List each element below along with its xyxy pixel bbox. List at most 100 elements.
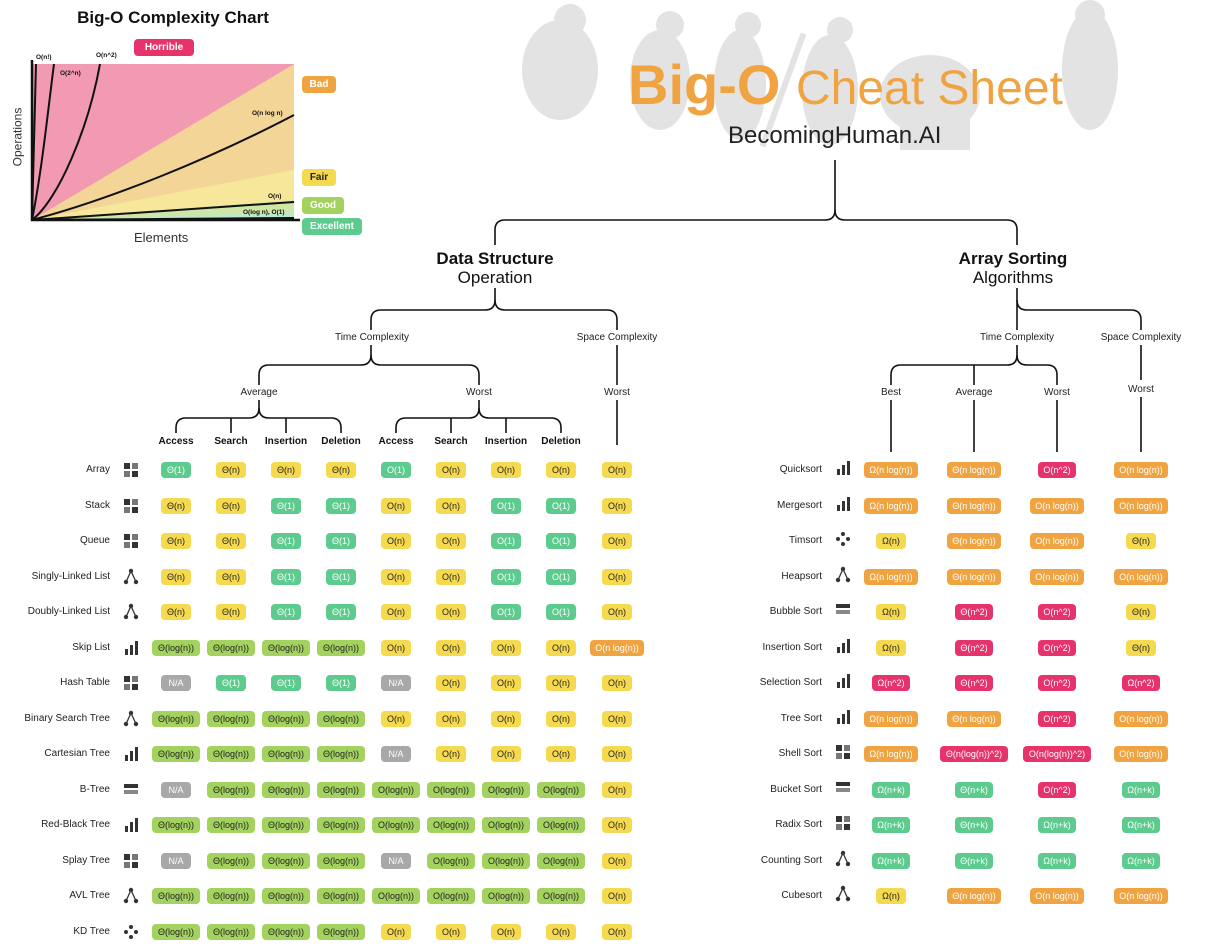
complexity-cell: Ω(n+k) bbox=[1122, 852, 1160, 869]
complexity-cell: O(n) bbox=[491, 462, 521, 478]
complexity-cell: N/A bbox=[381, 852, 411, 869]
complexity-cell: O(n) bbox=[546, 923, 576, 940]
rating-excellent: Excellent bbox=[302, 218, 362, 235]
zone-horrible-fill bbox=[32, 64, 294, 220]
complexity-cell: O(n) bbox=[602, 923, 632, 940]
main-title-light: Cheat Sheet bbox=[795, 62, 1063, 115]
complexity-cell: O(log(n)) bbox=[537, 852, 585, 869]
complexity-cell: N/A bbox=[161, 781, 191, 798]
complexity-cell: Θ(1) bbox=[326, 533, 356, 549]
complexity-cell: Θ(n log(n)) bbox=[947, 888, 1001, 904]
curve-label-n-log-n: O(n log n) bbox=[252, 110, 283, 117]
red-black-tree-icon bbox=[125, 818, 138, 832]
sort-row-label: Heapsort bbox=[781, 570, 822, 582]
complexity-cell: O(log(n)) bbox=[482, 781, 530, 798]
rating-bad: Bad bbox=[302, 76, 336, 93]
complexity-cell: Θ(log(n)) bbox=[317, 710, 365, 727]
complexity-cell: O(n log(n)) bbox=[1114, 497, 1168, 514]
sort-row-label: Insertion Sort bbox=[762, 641, 822, 653]
ds-subtitle: Operation bbox=[457, 268, 533, 287]
complexity-cell: Θ(n) bbox=[161, 568, 191, 585]
complexity-cell: O(n(log(n))^2) bbox=[1023, 746, 1091, 762]
main-title-bold: Big-O bbox=[628, 53, 781, 116]
avl-tree-icon bbox=[123, 887, 139, 904]
complexity-cell: O(n) bbox=[381, 497, 411, 514]
ds-row-label: Hash Table bbox=[60, 677, 110, 688]
ds-col-header: Search bbox=[434, 436, 468, 447]
complexity-cell: Θ(log(n)) bbox=[262, 710, 310, 727]
complexity-cell: Θ(log(n)) bbox=[317, 746, 365, 762]
ds-col-header: Deletion bbox=[541, 436, 581, 447]
curve-n-log-n bbox=[31, 114, 295, 221]
complexity-cell: O(1) bbox=[546, 568, 576, 585]
complexity-cell: O(n log(n)) bbox=[590, 639, 644, 656]
complexity-cell: Θ(n+k) bbox=[955, 852, 993, 869]
complexity-cell: O(n log(n)) bbox=[1114, 568, 1168, 585]
complexity-cell: Θ(1) bbox=[216, 675, 246, 691]
b-tree-icon bbox=[124, 783, 138, 794]
sort-worst-label: Worst bbox=[1044, 387, 1070, 398]
complexity-cell: Ω(n) bbox=[876, 533, 906, 549]
complexity-cell: O(n) bbox=[436, 568, 466, 585]
complexity-cell: Θ(n(log(n))^2) bbox=[940, 746, 1008, 762]
complexity-cell: O(n) bbox=[602, 462, 632, 478]
complexity-cell: O(n) bbox=[546, 710, 576, 727]
complexity-cell: Ω(n^2) bbox=[1122, 675, 1160, 691]
complexity-cell: O(log(n)) bbox=[372, 781, 420, 798]
complexity-cell: Θ(log(n)) bbox=[152, 639, 200, 656]
complexity-cell: O(n) bbox=[602, 817, 632, 833]
complexity-cell: Ω(n log(n)) bbox=[864, 462, 918, 478]
complexity-cell: O(n) bbox=[491, 710, 521, 727]
complexity-cell: Ω(n log(n)) bbox=[864, 568, 918, 585]
complexity-cell: O(log(n)) bbox=[482, 852, 530, 869]
complexity-cell: Θ(n) bbox=[1126, 533, 1156, 549]
curve-label-log: O(log n), O(1) bbox=[243, 209, 285, 216]
complexity-cell: Θ(n) bbox=[216, 568, 246, 585]
complexity-cell: O(1) bbox=[491, 604, 521, 620]
ds-worst-label: Worst bbox=[466, 387, 492, 398]
complexity-cell: Θ(log(n)) bbox=[317, 923, 365, 940]
complexity-cell: O(n) bbox=[602, 710, 632, 727]
complexity-cell: Θ(log(n)) bbox=[152, 888, 200, 904]
curve-quadratic bbox=[31, 63, 101, 221]
complexity-cell: O(n) bbox=[602, 888, 632, 904]
complexity-cell: Θ(1) bbox=[271, 568, 301, 585]
complexity-cell: Θ(n) bbox=[161, 533, 191, 549]
complexity-cell: O(n) bbox=[436, 710, 466, 727]
complexity-cell: Θ(log(n)) bbox=[207, 923, 255, 940]
complexity-cell: O(n^2) bbox=[1038, 462, 1076, 478]
complexity-cell: Ω(n+k) bbox=[1038, 817, 1076, 833]
complexity-cell: Ω(n+k) bbox=[1122, 817, 1160, 833]
complexity-cell: O(n) bbox=[381, 568, 411, 585]
complexity-cell: Θ(log(n)) bbox=[262, 746, 310, 762]
insertion-sort-icon bbox=[837, 638, 850, 653]
sort-row-label: Quicksort bbox=[779, 464, 822, 475]
complexity-cell: O(n) bbox=[602, 533, 632, 549]
complexity-cell: Θ(log(n)) bbox=[207, 710, 255, 727]
complexity-chart-xlabel: Elements bbox=[134, 230, 189, 245]
complexity-cell: O(n) bbox=[381, 533, 411, 549]
complexity-cell: Θ(log(n)) bbox=[262, 817, 310, 833]
complexity-cell: O(n) bbox=[546, 746, 576, 762]
complexity-cell: Θ(n^2) bbox=[955, 675, 993, 691]
curve-label-exponential: O(2^n) bbox=[60, 70, 81, 77]
complexity-cell: O(log(n)) bbox=[537, 781, 585, 798]
sort-row-label: Cubesort bbox=[781, 890, 822, 901]
sort-time-complexity-label: Time Complexity bbox=[979, 332, 1055, 343]
complexity-cell: O(1) bbox=[491, 568, 521, 585]
sort-subtitle: Algorithms bbox=[972, 268, 1054, 287]
singly-linked-list-icon bbox=[123, 568, 139, 584]
complexity-cell: Θ(1) bbox=[326, 568, 356, 585]
complexity-cell: O(n) bbox=[436, 923, 466, 940]
complexity-cell: Ω(n) bbox=[876, 888, 906, 904]
complexity-cell: Θ(log(n)) bbox=[207, 639, 255, 656]
complexity-cell: O(n) bbox=[602, 568, 632, 585]
complexity-cell: O(log(n)) bbox=[427, 888, 475, 904]
complexity-cell: Θ(n log(n)) bbox=[947, 497, 1001, 514]
complexity-cell: Θ(n^2) bbox=[955, 639, 993, 656]
complexity-cell: Ω(n log(n)) bbox=[864, 497, 918, 514]
complexity-cell: O(n) bbox=[491, 746, 521, 762]
main-title: Big-O Cheat Sheet bbox=[628, 52, 1063, 117]
complexity-cell: O(log(n)) bbox=[427, 781, 475, 798]
binary-search-tree-icon bbox=[123, 710, 139, 726]
